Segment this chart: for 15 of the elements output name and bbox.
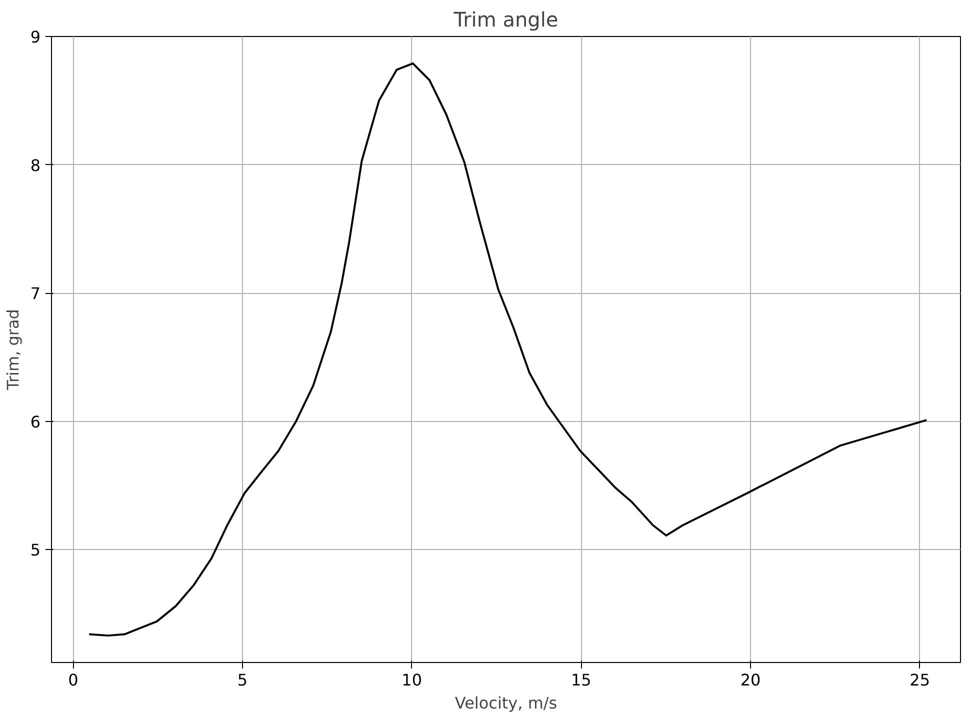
line-series xyxy=(88,62,928,637)
x-tick-label: 10 xyxy=(402,670,422,690)
y-tick-label: 8 xyxy=(30,156,41,175)
x-tick-label: 25 xyxy=(910,670,930,690)
x-tick-label: 15 xyxy=(571,670,592,690)
y-tick-label: 6 xyxy=(30,412,41,432)
x-tick-label: 5 xyxy=(237,670,248,690)
y-tick-label: 5 xyxy=(30,540,41,560)
y-tick-label: 9 xyxy=(30,28,41,46)
x-tick-label: 0 xyxy=(68,670,78,690)
y-tick-label: 7 xyxy=(30,284,41,304)
x-axis-title: Velocity, m/s xyxy=(454,694,558,712)
x-tick-label: 20 xyxy=(740,670,761,690)
y-axis-title: Trim, grad xyxy=(3,309,22,391)
chart-title: Trim angle xyxy=(452,8,558,32)
